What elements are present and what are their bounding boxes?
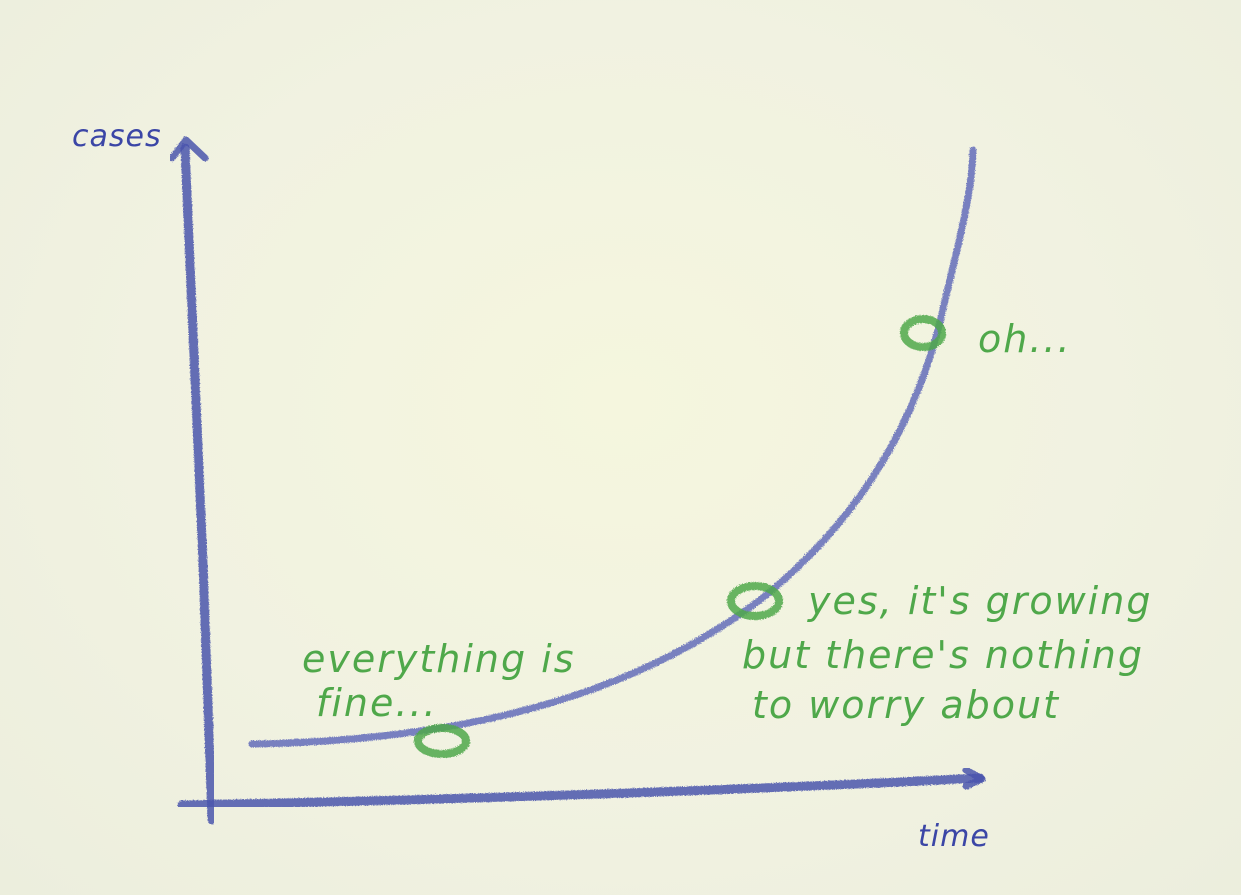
annotation-early-line1: everything is (302, 637, 576, 681)
x-axis-label: time (918, 819, 990, 854)
annotation-middle-line2: but there's nothing (742, 633, 1144, 677)
growth-curve (248, 146, 977, 748)
annotation-late-line1: oh... (978, 317, 1072, 361)
annotation-late: oh... (978, 317, 1072, 361)
annotation-early: everything is fine... (302, 637, 576, 725)
annotation-early-line2: fine... (316, 681, 438, 725)
marker-early (414, 724, 470, 758)
marker-middle (727, 582, 783, 620)
x-axis (177, 766, 986, 810)
annotation-middle-line3: to worry about (752, 683, 1060, 727)
x-axis-arrowhead (962, 766, 986, 790)
y-axis (168, 136, 217, 825)
annotation-middle-line1: yes, it's growing (807, 579, 1152, 623)
y-axis-arrowhead (168, 136, 209, 162)
marker-late (900, 315, 946, 351)
curve-markers (414, 315, 946, 758)
y-axis-label: cases (72, 119, 162, 154)
annotation-middle: yes, it's growing but there's nothing to… (742, 579, 1152, 727)
